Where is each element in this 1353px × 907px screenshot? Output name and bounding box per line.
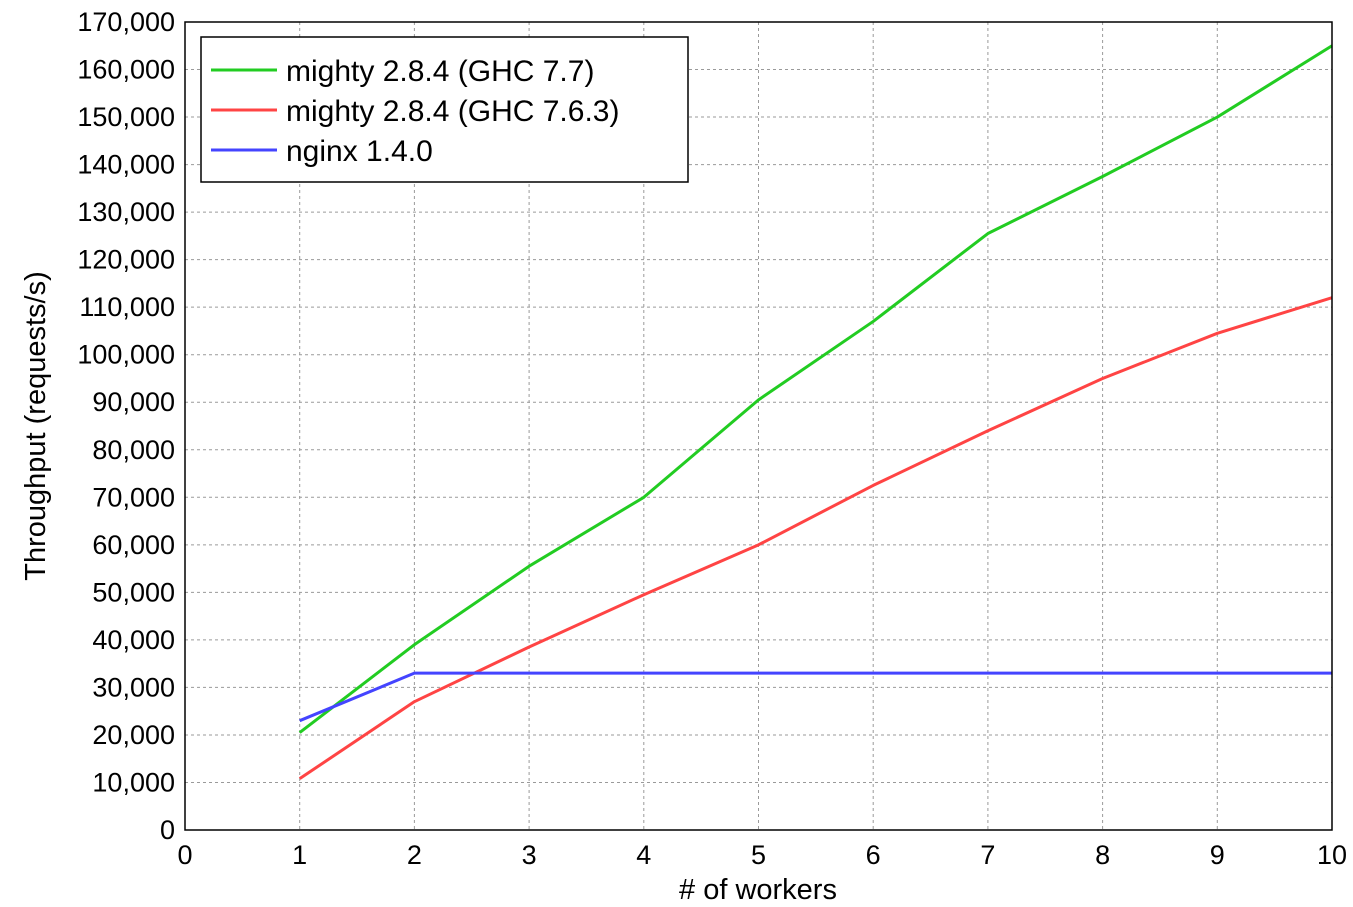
x-tick-label: 8 (1095, 840, 1110, 870)
x-tick-label: 9 (1210, 840, 1225, 870)
grid-lines (185, 22, 1332, 830)
x-tick-label: 7 (980, 840, 995, 870)
y-tick-labels: 0 10,000 20,000 30,000 40,000 50,000 60,000 70,… (77, 7, 175, 845)
y-tick-label: 80,000 (92, 435, 175, 465)
y-tick-label: 90,000 (92, 387, 175, 417)
x-tick-labels: 0 1 2 3 4 5 6 7 8 9 10 (177, 840, 1347, 870)
y-tick-label: 150,000 (77, 102, 175, 132)
y-axis-title: Throughput (requests/s) (20, 271, 52, 580)
x-axis-title: # of workers (679, 874, 837, 906)
x-tick-label: 6 (866, 840, 881, 870)
legend-label-mighty-ghc763: mighty 2.8.4 (GHC 7.6.3) (286, 95, 619, 128)
y-tick-label: 0 (160, 815, 175, 845)
y-tick-label: 20,000 (92, 720, 175, 750)
x-tick-label: 2 (407, 840, 422, 870)
x-tick-label: 0 (177, 840, 192, 870)
y-tick-label: 60,000 (92, 530, 175, 560)
series-layer (298, 44, 1333, 780)
x-tick-label: 10 (1317, 840, 1347, 870)
y-tick-label: 160,000 (77, 55, 175, 85)
y-tick-label: 130,000 (77, 197, 175, 227)
y-tick-label: 140,000 (77, 150, 175, 180)
series-line-2 (299, 671, 1332, 723)
y-tick-label: 10,000 (92, 767, 175, 797)
y-tick-label: 100,000 (77, 340, 175, 370)
x-tick-label: 4 (636, 840, 651, 870)
plot-frame (184, 21, 1333, 831)
legend-label-mighty-ghc77: mighty 2.8.4 (GHC 7.7) (286, 55, 594, 88)
series-line-1 (298, 296, 1333, 780)
x-tick-label: 1 (292, 840, 307, 870)
y-tick-label: 170,000 (77, 7, 175, 37)
x-tick-label: 3 (522, 840, 537, 870)
y-tick-label: 50,000 (92, 577, 175, 607)
legend-box (200, 36, 689, 183)
legend-label-nginx: nginx 1.4.0 (286, 135, 433, 168)
legend: mighty 2.8.4 (GHC 7.7) mighty 2.8.4 (GHC… (200, 36, 689, 183)
series-line-0 (298, 44, 1333, 734)
y-tick-label: 30,000 (92, 672, 175, 702)
y-tick-label: 110,000 (79, 292, 175, 322)
y-tick-label: 70,000 (92, 482, 175, 512)
x-tick-label: 5 (751, 840, 766, 870)
y-tick-label: 40,000 (92, 625, 175, 655)
y-tick-label: 120,000 (77, 245, 175, 275)
